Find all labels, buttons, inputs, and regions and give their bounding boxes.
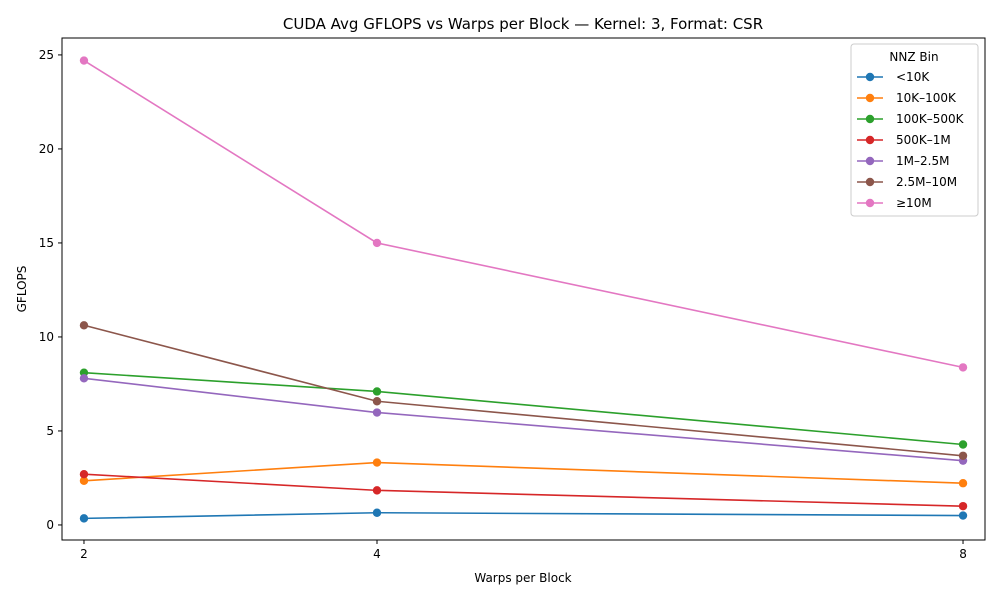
legend-marker: [865, 156, 875, 166]
series-line: [83, 461, 964, 485]
plot-area-frame: [61, 37, 986, 541]
y-axis: 0 5 10 15 20 25: [39, 48, 62, 532]
data-point: [372, 238, 382, 248]
x-tick-label: 4: [373, 547, 381, 561]
legend-label: <10K: [896, 70, 930, 84]
y-tick-label: 10: [39, 330, 54, 344]
chart-title: CUDA Avg GFLOPS vs Warps per Block — Ker…: [283, 15, 763, 33]
data-point: [79, 514, 89, 523]
legend-label: 100K–500K: [896, 112, 965, 126]
data-point: [79, 56, 89, 65]
legend-title: NNZ Bin: [889, 50, 938, 64]
legend-marker: [865, 72, 875, 82]
x-axis: 2 4 8: [80, 540, 967, 561]
data-point: [372, 408, 382, 417]
legend-marker: [865, 135, 875, 145]
data-point: [958, 440, 968, 449]
x-tick-label: 8: [959, 547, 967, 561]
y-tick-label: 25: [39, 48, 54, 62]
x-axis-label: Warps per Block: [474, 571, 571, 585]
series-group: [79, 469, 968, 511]
legend-label: ≥10M: [896, 196, 932, 210]
legend-label: 500K–1M: [896, 133, 951, 147]
series-group: [79, 56, 968, 372]
legend-marker: [865, 198, 875, 208]
legend-marker: [865, 93, 875, 103]
legend-marker: [865, 114, 875, 124]
series-group: [79, 374, 968, 465]
data-point: [958, 501, 968, 511]
y-tick-label: 0: [46, 518, 54, 532]
series-group: [79, 368, 968, 449]
data-point: [958, 363, 968, 372]
data-point: [79, 374, 89, 383]
legend-marker: [865, 177, 875, 187]
legend-items: <10K 10K–100K 100K–500K 500K–1M 1M–2.5M 2.5M–…: [857, 70, 965, 210]
data-point: [372, 486, 382, 495]
y-axis-label: GFLOPS: [15, 266, 29, 313]
legend-box: [850, 43, 979, 217]
data-point: [79, 469, 89, 479]
legend-label: 1M–2.5M: [896, 154, 949, 168]
series-group: [79, 458, 968, 488]
data-point: [958, 479, 968, 488]
series-group: [79, 508, 968, 523]
legend-label: 2.5M–10M: [896, 175, 957, 189]
series-line: [83, 377, 964, 462]
y-tick-label: 5: [46, 424, 54, 438]
series-group: [79, 321, 968, 460]
data-point: [79, 321, 89, 330]
series-line: [83, 371, 964, 446]
data-point: [372, 397, 382, 406]
data-point: [372, 458, 382, 467]
series-line: [83, 59, 964, 369]
legend-label: 10K–100K: [896, 91, 957, 105]
data-point: [372, 387, 382, 396]
data-point: [958, 511, 968, 520]
data-point: [372, 508, 382, 517]
data-point: [958, 451, 968, 460]
y-tick-label: 20: [39, 142, 54, 156]
series-layer: [79, 56, 968, 523]
data-point: [79, 476, 89, 485]
series-line: [83, 511, 964, 520]
x-tick-label: 2: [80, 547, 88, 561]
legend: NNZ Bin <10K 10K–100K 100K–500K 500K–1M 1M–2…: [850, 43, 979, 217]
series-line: [83, 324, 964, 457]
y-tick-label: 15: [39, 236, 54, 250]
